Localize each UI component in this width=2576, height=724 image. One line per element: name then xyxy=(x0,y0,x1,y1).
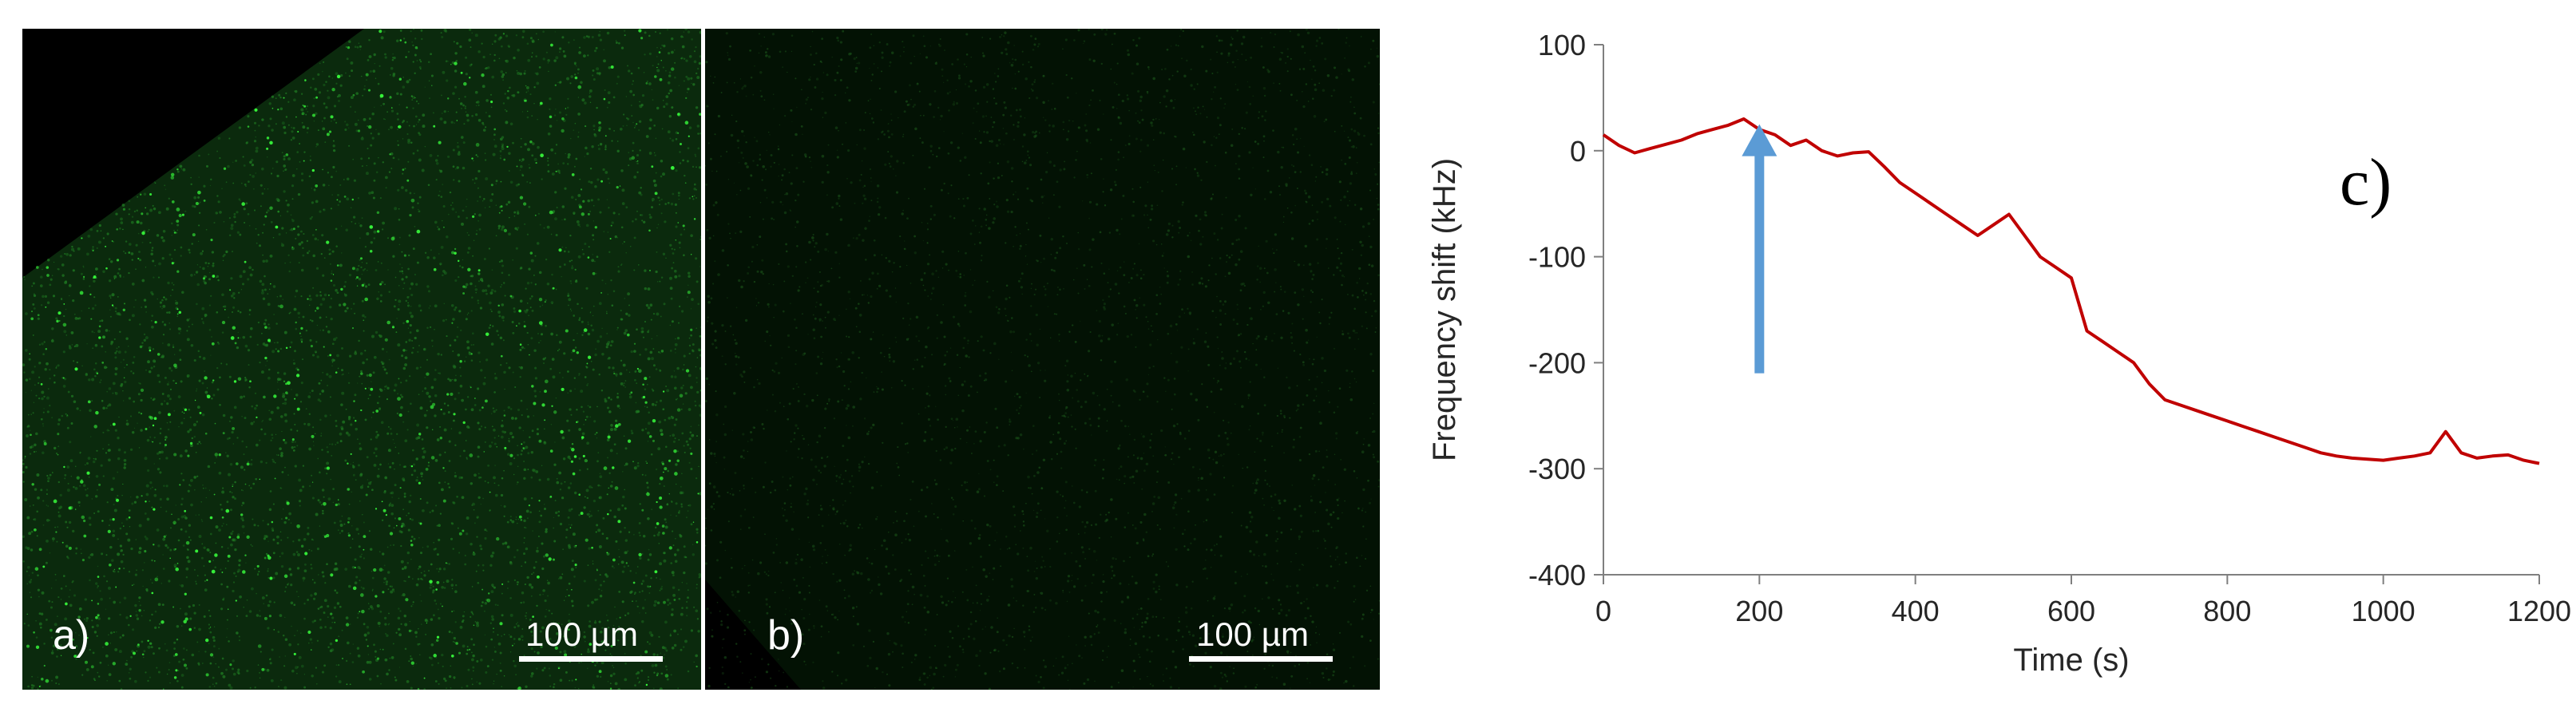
arrow-head xyxy=(1742,124,1777,156)
x-axis-label: Time (s) xyxy=(2013,643,2129,678)
x-tick-label: 1000 xyxy=(2352,595,2415,627)
y-tick-labels: 100 0 -100 -200 -300 -400 xyxy=(1528,29,1586,591)
y-tick-label: -400 xyxy=(1528,559,1586,591)
y-axis-label: Frequency shift (kHz) xyxy=(1427,158,1462,461)
x-tick-label: 600 xyxy=(2047,595,2095,627)
x-tick-label: 400 xyxy=(1892,595,1940,627)
y-tick-label: 0 xyxy=(1570,135,1586,168)
x-tick-label: 0 xyxy=(1595,595,1611,627)
scale-bar-label-a: 100 µm xyxy=(525,615,638,653)
x-tick-label: 1200 xyxy=(2507,595,2571,627)
annotation-arrow xyxy=(1742,124,1777,374)
scale-bar-a xyxy=(519,656,663,662)
x-tick-labels: 0 200 400 600 800 1000 1200 xyxy=(1595,595,2571,627)
y-tick-label: -100 xyxy=(1528,241,1586,274)
panel-label-c: c) xyxy=(2340,145,2392,220)
panel-label-a: a) xyxy=(53,612,90,659)
chart-svg: 1000-100-200-300-400 0 200 400 600 800 1000 12… xyxy=(1427,29,2571,678)
series-line xyxy=(1602,117,2540,465)
panel-label-b: b) xyxy=(767,612,805,659)
micrograph-panel-b: b) 100 µm xyxy=(705,29,1380,690)
scale-bar-label-b: 100 µm xyxy=(1196,615,1309,653)
micrograph-panel-a: a) 100 µm xyxy=(22,29,701,690)
chart-axes xyxy=(1594,44,2540,584)
micrograph-a-image xyxy=(22,29,701,690)
x-tick-label: 800 xyxy=(2203,595,2251,627)
y-tick-label: -200 xyxy=(1528,346,1586,379)
y-tick-label: 100 xyxy=(1538,29,1586,61)
frequency-shift-chart: 100 0 -100 -200 -300 -400 0 200 400 600 800 1000 12… xyxy=(1405,16,2571,710)
scale-bar-b xyxy=(1189,656,1333,662)
micrograph-b-image xyxy=(705,29,1380,690)
y-tick-label: -300 xyxy=(1528,453,1586,485)
x-tick-label: 200 xyxy=(1735,595,1783,627)
